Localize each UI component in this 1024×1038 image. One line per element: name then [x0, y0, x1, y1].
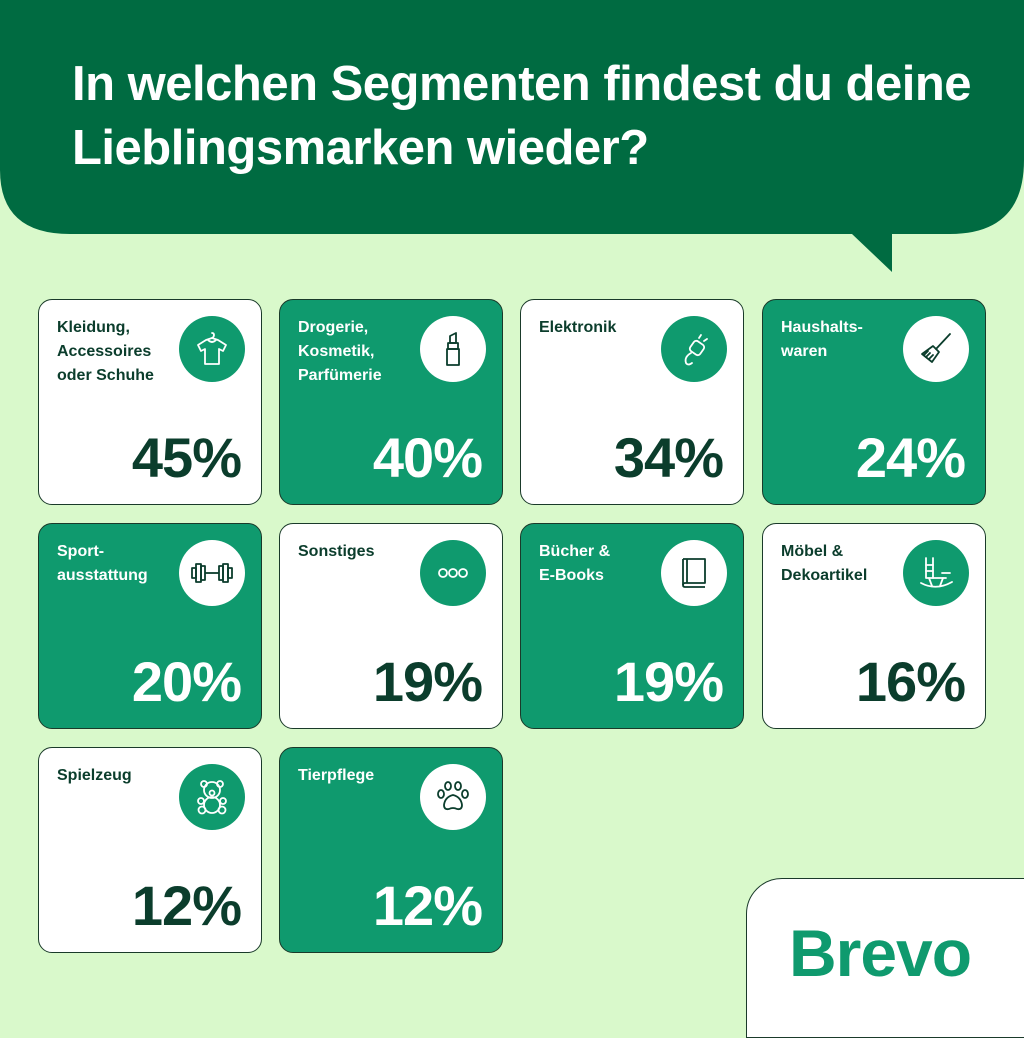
tile-label: Haushalts- waren: [781, 319, 863, 360]
tile-value: 45%: [131, 426, 242, 489]
tile-label: Tierpflege: [298, 767, 375, 784]
tile-value: 12%: [372, 874, 483, 937]
tile-buecher: Bücher & E-Books 19%: [520, 523, 744, 729]
tile-sportausstattung: Sport- ausstattung 20%: [38, 523, 262, 729]
rocking-chair-icon: [903, 540, 969, 606]
page-title: In welchen Segmenten findest du deine Li…: [72, 57, 972, 175]
shirt-icon: [179, 316, 245, 382]
dumbbell-icon: [179, 540, 245, 606]
tile-elektronik: Elektronik 34%: [520, 299, 744, 505]
brand-logo: Brevo: [789, 916, 972, 990]
tile-label: Kleidung, Accessoires oder Schuhe: [57, 319, 154, 384]
title-speech-bubble: In welchen Segmenten findest du deine Li…: [0, 0, 1024, 280]
tile-haushaltswaren: Haushalts- waren 24%: [762, 299, 986, 505]
tile-value: 24%: [855, 426, 966, 489]
tile-label: Spielzeug: [57, 767, 132, 784]
book-icon: [661, 540, 727, 606]
speech-bubble-shape: [0, 0, 1024, 272]
tile-value: 12%: [131, 874, 242, 937]
tile-label: Sport- ausstattung: [57, 543, 148, 584]
tile-spielzeug: Spielzeug 12%: [38, 747, 262, 953]
tile-value: 19%: [372, 650, 483, 713]
brand-logo-box: Brevo: [746, 878, 1024, 1038]
plug-icon: [661, 316, 727, 382]
tile-kleidung: Kleidung, Accessoires oder Schuhe 45%: [38, 299, 262, 505]
tile-label: Drogerie, Kosmetik, Parfümerie: [298, 319, 382, 384]
more-icon: [420, 540, 486, 606]
tile-value: 20%: [131, 650, 242, 713]
tile-drogerie: Drogerie, Kosmetik, Parfümerie 40%: [279, 299, 503, 505]
tile-label: Möbel & Dekoartikel: [781, 543, 868, 584]
tile-value: 16%: [855, 650, 966, 713]
broom-icon: [903, 316, 969, 382]
tile-moebel: Möbel & Dekoartikel 16%: [762, 523, 986, 729]
paw-icon: [420, 764, 486, 830]
tile-value: 19%: [613, 650, 724, 713]
tile-sonstiges: Sonstiges 19%: [279, 523, 503, 729]
tile-tierpflege: Tierpflege 12%: [279, 747, 503, 953]
tile-label: Sonstiges: [298, 543, 375, 560]
tile-value: 40%: [372, 426, 483, 489]
teddy-bear-icon: [179, 764, 245, 830]
tile-label: Bücher & E-Books: [539, 543, 611, 584]
tile-value: 34%: [613, 426, 724, 489]
lipstick-icon: [420, 316, 486, 382]
tile-label: Elektronik: [539, 319, 617, 336]
